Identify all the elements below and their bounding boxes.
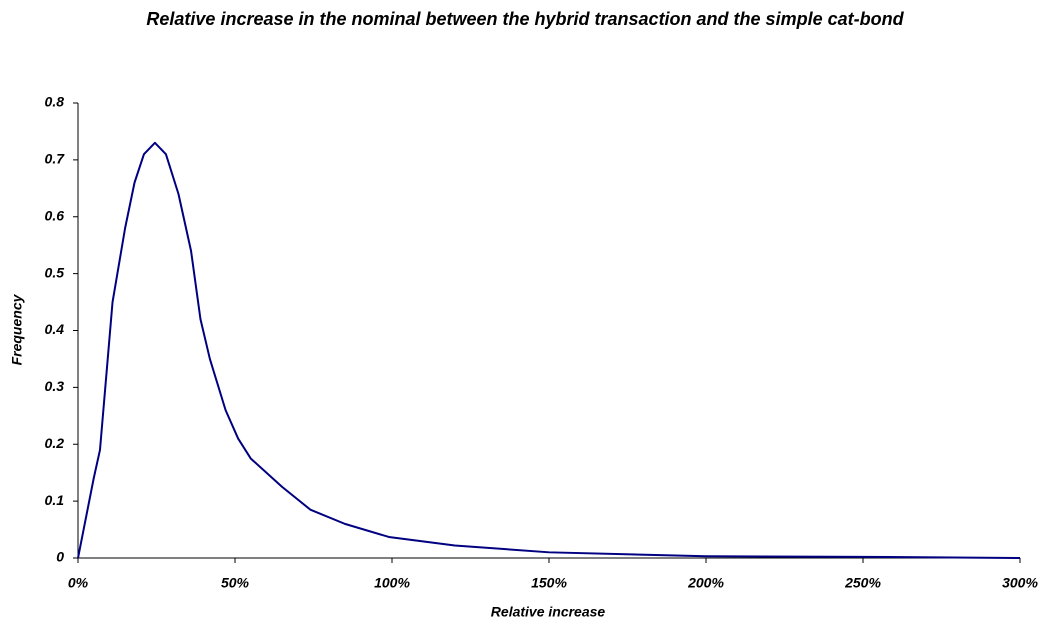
x-tick-label: 200% — [687, 575, 724, 591]
x-axis-label: Relative increase — [491, 604, 606, 620]
y-tick-label: 0.6 — [45, 207, 65, 223]
y-axis-label: Frequency — [9, 293, 25, 365]
y-tick-label: 0.4 — [45, 321, 65, 337]
y-tick-label: 0.8 — [45, 94, 65, 110]
y-tick-label: 0.5 — [45, 264, 65, 280]
y-tick-label: 0 — [56, 549, 64, 565]
x-tick-label: 250% — [844, 575, 881, 591]
y-tick-label: 0.1 — [45, 492, 65, 508]
y-tick-label: 0.2 — [45, 435, 65, 451]
x-tick-label: 50% — [221, 575, 250, 591]
x-tick-label: 0% — [68, 575, 89, 591]
x-tick-label: 150% — [531, 575, 567, 591]
x-tick-label: 100% — [374, 575, 410, 591]
chart-title: Relative increase in the nominal between… — [146, 9, 904, 29]
x-tick-label: 300% — [1002, 575, 1038, 591]
y-tick-label: 0.3 — [45, 378, 65, 394]
y-tick-label: 0.7 — [45, 151, 66, 167]
line-series — [77, 141, 1021, 559]
